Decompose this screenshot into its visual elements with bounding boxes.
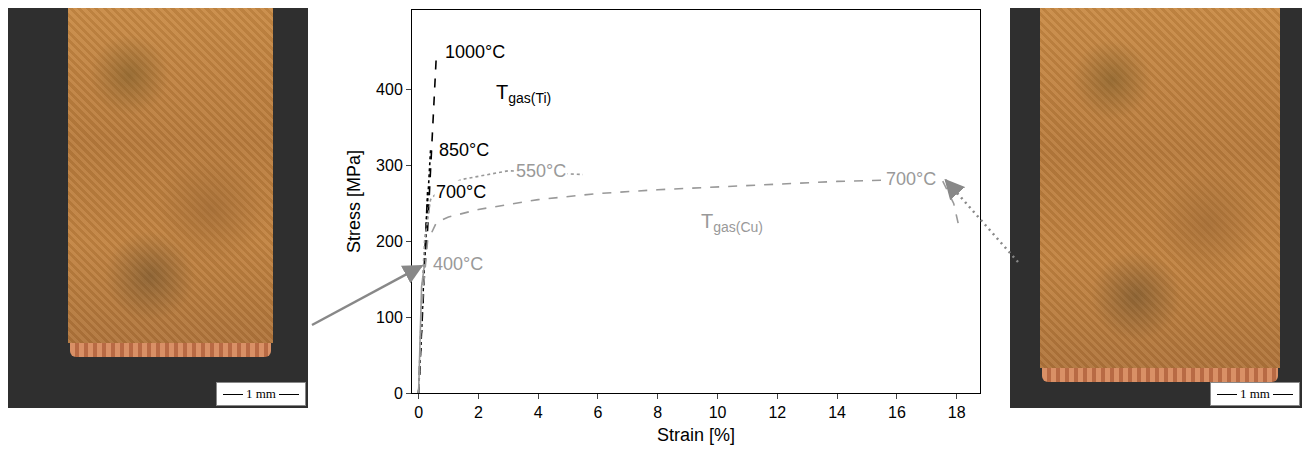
svg-text:2: 2 xyxy=(474,404,483,421)
svg-text:700°C: 700°C xyxy=(436,182,486,202)
svg-text:850°C: 850°C xyxy=(439,140,489,160)
svg-text:14: 14 xyxy=(828,404,846,421)
svg-text:16: 16 xyxy=(888,404,906,421)
svg-text:200: 200 xyxy=(376,233,403,250)
svg-text:300: 300 xyxy=(376,157,403,174)
svg-text:100: 100 xyxy=(376,309,403,326)
svg-text:18: 18 xyxy=(948,404,966,421)
svg-text:400: 400 xyxy=(376,81,403,98)
html-text:1 mm: 1 mm xyxy=(1240,386,1270,401)
svg-text:8: 8 xyxy=(653,404,662,421)
svg-text:400°C: 400°C xyxy=(433,254,483,274)
svg-text:10: 10 xyxy=(709,404,727,421)
svg-text:4: 4 xyxy=(534,404,543,421)
svg-text:Stress [MPa]: Stress [MPa] xyxy=(344,150,364,253)
svg-text:12: 12 xyxy=(768,404,786,421)
svg-text:6: 6 xyxy=(593,404,602,421)
svg-text:0: 0 xyxy=(394,385,403,402)
svg-text:1000°C: 1000°C xyxy=(445,42,505,62)
svg-text:0: 0 xyxy=(414,404,423,421)
svg-text:550°C: 550°C xyxy=(516,161,566,181)
svg-text:Strain [%]: Strain [%] xyxy=(657,425,735,445)
html-text:1 mm: 1 mm xyxy=(246,386,276,401)
svg-text:700°C: 700°C xyxy=(886,169,936,189)
svg-text:T​gas(Cu)​: T​gas(Cu)​ xyxy=(701,210,763,235)
svg-text:T​gas(Ti)​: T​gas(Ti)​ xyxy=(496,81,551,106)
